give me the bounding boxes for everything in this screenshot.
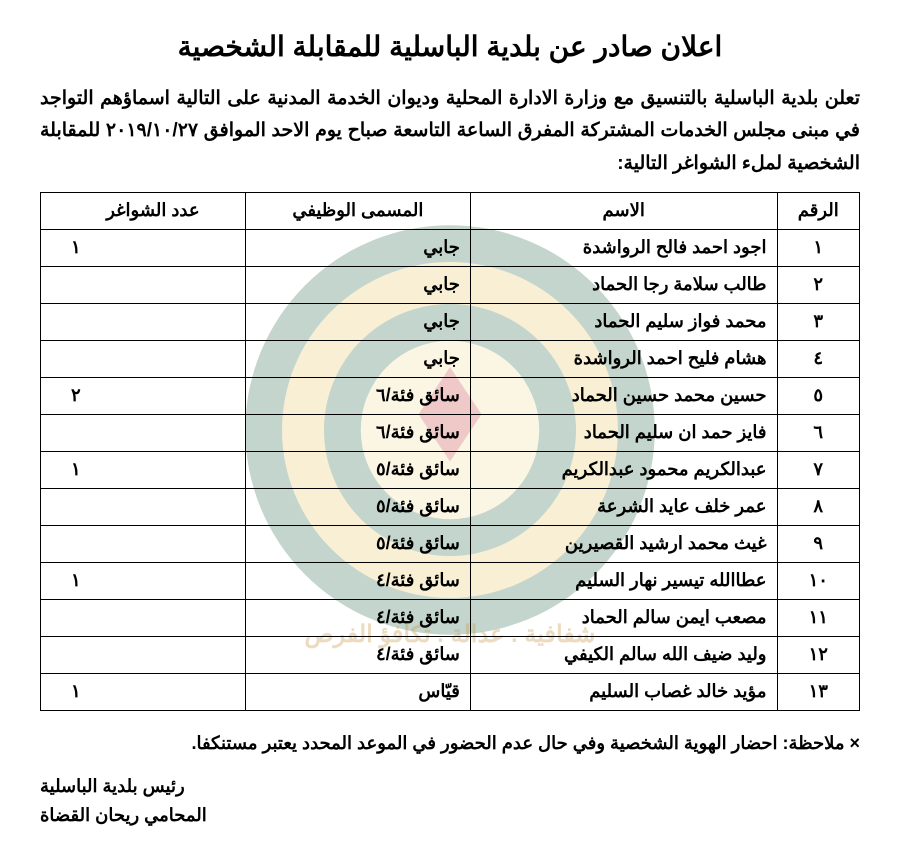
table-row: ٧عبدالكريم محمود عبدالكريمسائق فئة/٥١ — [41, 451, 860, 488]
cell-job: سائق فئة/٤ — [245, 636, 470, 673]
cell-num: ٩ — [777, 525, 860, 562]
note: × ملاحظة: احضار الهوية الشخصية وفي حال ع… — [40, 733, 860, 754]
page-title: اعلان صادر عن بلدية الباسلية للمقابلة ال… — [40, 30, 860, 63]
col-header-name: الاسم — [470, 192, 777, 229]
table-row: ٨عمر خلف عايد الشرعةسائق فئة/٥ — [41, 488, 860, 525]
cell-num: ٢ — [777, 266, 860, 303]
cell-name: هشام فليح احمد الرواشدة — [470, 340, 777, 377]
intro-paragraph: تعلن بلدية الباسلية بالتنسيق مع وزارة ال… — [40, 83, 860, 180]
cell-name: محمد فواز سليم الحماد — [470, 303, 777, 340]
cell-job: جابي — [245, 266, 470, 303]
cell-name: وليد ضيف الله سالم الكيفي — [470, 636, 777, 673]
col-header-job: المسمى الوظيفي — [245, 192, 470, 229]
cell-name: عطاالله تيسير نهار السليم — [470, 562, 777, 599]
cell-vac — [41, 414, 246, 451]
cell-num: ١٠ — [777, 562, 860, 599]
table-row: ٢طالب سلامة رجا الحمادجابي — [41, 266, 860, 303]
table-row: ١١مصعب ايمن سالم الحمادسائق فئة/٤ — [41, 599, 860, 636]
table-row: ٥حسين محمد حسين الحمادسائق فئة/٦٢ — [41, 377, 860, 414]
cell-job: سائق فئة/٤ — [245, 562, 470, 599]
table-row: ١اجود احمد فالح الرواشدةجابي١ — [41, 229, 860, 266]
cell-job: قيّاس — [245, 673, 470, 710]
cell-name: مؤيد خالد غصاب السليم — [470, 673, 777, 710]
cell-vac — [41, 599, 246, 636]
cell-vac: ١ — [41, 673, 246, 710]
cell-vac — [41, 340, 246, 377]
cell-num: ١ — [777, 229, 860, 266]
cell-vac: ١ — [41, 562, 246, 599]
col-header-num: الرقم — [777, 192, 860, 229]
cell-job: جابي — [245, 340, 470, 377]
cell-num: ١٢ — [777, 636, 860, 673]
cell-num: ١١ — [777, 599, 860, 636]
cell-name: مصعب ايمن سالم الحماد — [470, 599, 777, 636]
table-body: ١اجود احمد فالح الرواشدةجابي١٢طالب سلامة… — [41, 229, 860, 710]
table-row: ١٣مؤيد خالد غصاب السليمقيّاس١ — [41, 673, 860, 710]
cell-job: سائق فئة/٥ — [245, 488, 470, 525]
cell-num: ٦ — [777, 414, 860, 451]
col-header-vac: عدد الشواغر — [41, 192, 246, 229]
cell-job: سائق فئة/٥ — [245, 451, 470, 488]
cell-vac — [41, 266, 246, 303]
table-row: ٦فايز حمد ان سليم الحمادسائق فئة/٦ — [41, 414, 860, 451]
cell-vac — [41, 488, 246, 525]
cell-vac: ١ — [41, 229, 246, 266]
table-row: ٤هشام فليح احمد الرواشدةجابي — [41, 340, 860, 377]
cell-job: سائق فئة/٤ — [245, 599, 470, 636]
table-row: ١٢وليد ضيف الله سالم الكيفيسائق فئة/٤ — [41, 636, 860, 673]
cell-name: اجود احمد فالح الرواشدة — [470, 229, 777, 266]
cell-name: عمر خلف عايد الشرعة — [470, 488, 777, 525]
cell-job: جابي — [245, 229, 470, 266]
cell-num: ٣ — [777, 303, 860, 340]
table-row: ٣محمد فواز سليم الحمادجابي — [41, 303, 860, 340]
cell-num: ٧ — [777, 451, 860, 488]
table-row: ٩غيث محمد ارشيد القصيرينسائق فئة/٥ — [41, 525, 860, 562]
cell-num: ٨ — [777, 488, 860, 525]
cell-vac — [41, 525, 246, 562]
cell-num: ٤ — [777, 340, 860, 377]
candidates-table: الرقم الاسم المسمى الوظيفي عدد الشواغر ١… — [40, 192, 860, 711]
cell-job: سائق فئة/٥ — [245, 525, 470, 562]
cell-job: سائق فئة/٦ — [245, 414, 470, 451]
cell-name: طالب سلامة رجا الحماد — [470, 266, 777, 303]
cell-num: ١٣ — [777, 673, 860, 710]
table-row: ١٠عطاالله تيسير نهار السليمسائق فئة/٤١ — [41, 562, 860, 599]
signature-name: المحامي ريحان القضاة — [40, 801, 860, 830]
cell-name: عبدالكريم محمود عبدالكريم — [470, 451, 777, 488]
cell-name: فايز حمد ان سليم الحماد — [470, 414, 777, 451]
cell-vac — [41, 636, 246, 673]
cell-name: غيث محمد ارشيد القصيرين — [470, 525, 777, 562]
cell-job: سائق فئة/٦ — [245, 377, 470, 414]
signature-title: رئيس بلدية الباسلية — [40, 772, 860, 801]
cell-name: حسين محمد حسين الحماد — [470, 377, 777, 414]
signature-block: رئيس بلدية الباسلية المحامي ريحان القضاة — [40, 772, 860, 830]
cell-vac: ١ — [41, 451, 246, 488]
cell-vac: ٢ — [41, 377, 246, 414]
cell-vac — [41, 303, 246, 340]
cell-num: ٥ — [777, 377, 860, 414]
cell-job: جابي — [245, 303, 470, 340]
